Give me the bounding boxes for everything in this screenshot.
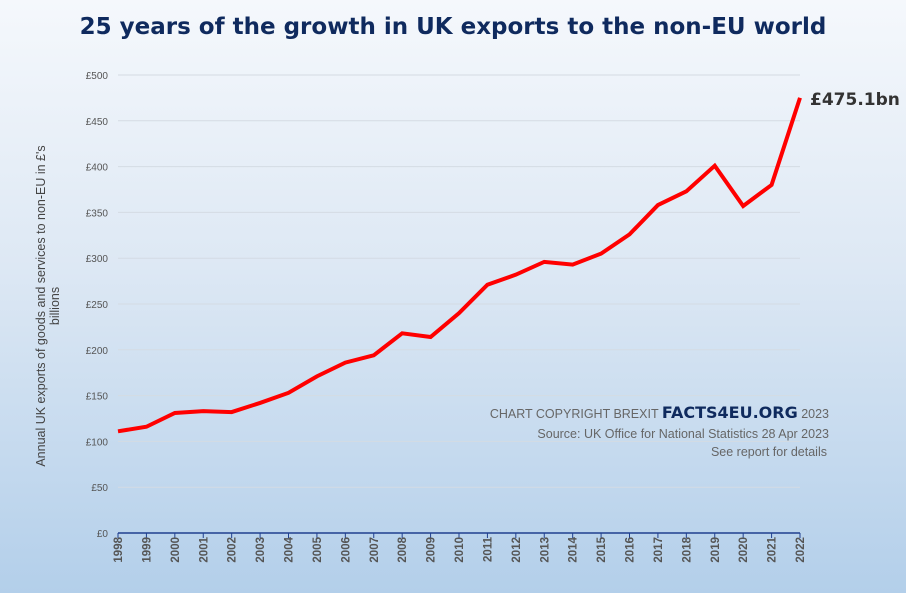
y-tick-label: £200: [86, 346, 109, 357]
x-tick-label: 2008: [397, 536, 409, 562]
report-note: See report for details: [710, 445, 827, 459]
x-tick-label: 1999: [141, 537, 153, 563]
x-tick-label: 2020: [738, 537, 750, 563]
y-tick-label: £500: [86, 71, 109, 82]
x-tick-label: 2013: [539, 537, 551, 563]
x-tick-label: 2014: [568, 536, 580, 562]
copyright-year: 2023: [801, 407, 829, 421]
brand-logo: FACTS4EU.ORG: [661, 403, 798, 422]
y-tick-label: £50: [91, 483, 108, 494]
chart-title: 25 years of the growth in UK exports to …: [79, 14, 827, 40]
y-tick-label: £300: [86, 254, 109, 265]
source-line: Source: UK Office for National Statistic…: [537, 427, 829, 441]
end-value-annotation: £475.1bn: [810, 90, 900, 110]
copyright-prefix: CHART COPYRIGHT BREXIT: [489, 407, 659, 421]
x-tick-label: 2010: [454, 537, 466, 563]
y-tick-label: £150: [86, 392, 109, 403]
x-tick-label: 2005: [312, 536, 324, 562]
y-tick-label: £100: [86, 437, 109, 448]
x-tick-label: 2018: [681, 536, 693, 562]
x-tick-label: 2017: [653, 537, 665, 563]
y-tick-label: £0: [97, 529, 109, 540]
x-tick-label: 2004: [284, 536, 296, 562]
y-tick-label: £400: [86, 163, 109, 174]
x-tick-label: 2015: [596, 536, 608, 562]
copyright-line: CHART COPYRIGHT BREXIT FACTS4EU.ORG 2023: [490, 403, 829, 422]
x-tick-label: 2016: [625, 537, 637, 563]
x-tick-label: 2012: [511, 537, 523, 563]
x-tick-label: 2000: [170, 537, 182, 563]
x-tick-label: 2001: [198, 536, 210, 562]
series-line: [117, 97, 802, 434]
x-tick-label: 2007: [369, 537, 381, 563]
y-tick-label: £250: [86, 300, 109, 311]
x-tick-label: 2002: [227, 537, 239, 563]
x-tick-label: 1998: [113, 536, 125, 562]
x-tick-label: 2009: [426, 537, 438, 563]
x-tick-label: 2019: [710, 537, 722, 563]
y-tick-label: £350: [86, 208, 109, 219]
x-tick-label: 2006: [340, 537, 352, 563]
x-tick-label: 2022: [795, 537, 807, 563]
x-tick-label: 2011: [482, 536, 494, 562]
x-tick-label: 2021: [767, 536, 779, 562]
y-tick-label: £450: [86, 117, 109, 128]
x-tick-label: 2003: [255, 537, 267, 563]
